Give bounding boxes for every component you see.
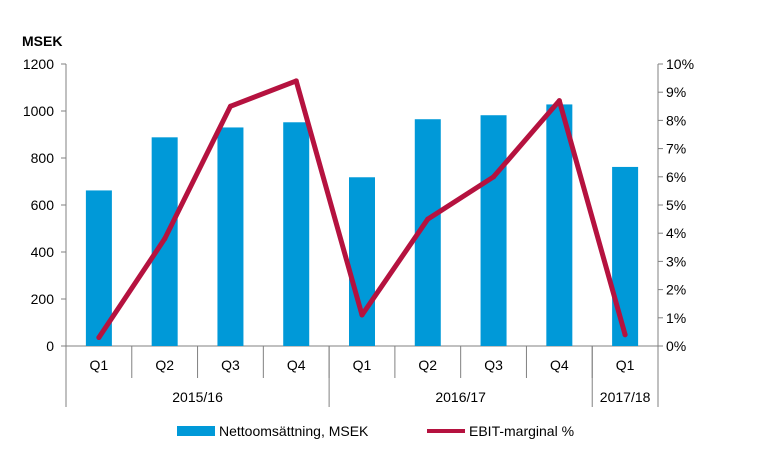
ebit-margin-point: [227, 103, 233, 109]
category-label: Q4: [550, 357, 569, 373]
left-tick-label: 0: [46, 338, 54, 354]
right-tick-label: 3%: [666, 253, 686, 269]
category-label: Q1: [90, 357, 109, 373]
ebit-margin-point: [425, 216, 431, 222]
right-tick-label: 2%: [666, 282, 686, 298]
right-tick-label: 5%: [666, 197, 686, 213]
left-tick-label: 1000: [23, 103, 54, 119]
revenue-bar: [480, 115, 507, 346]
ebit-margin-point: [359, 312, 365, 318]
line-series: [96, 78, 628, 341]
revenue-bar: [546, 104, 573, 346]
legend: Nettoomsättning, MSEK EBIT-marginal %: [177, 423, 574, 439]
right-tick-label: 4%: [666, 225, 686, 241]
left-axis-unit-label: MSEK: [22, 33, 62, 49]
x-category-labels: Q1 Q2 Q3 Q4 Q1 Q2 Q3 Q4 Q1 2015/16 2016/17 2017/18: [65, 346, 659, 407]
left-tick-label: 400: [31, 244, 55, 260]
ebit-margin-point: [491, 174, 497, 180]
left-tick-label: 200: [31, 291, 55, 307]
right-tick-label: 10%: [666, 56, 694, 72]
revenue-bar: [612, 166, 639, 346]
revenue-bar: [349, 177, 375, 346]
ebit-margin-point: [96, 335, 102, 341]
left-tick-label: 1200: [23, 56, 54, 72]
category-label: Q1: [616, 357, 635, 373]
category-label: Q4: [287, 357, 306, 373]
bar-series: [85, 104, 639, 346]
ebit-margin-point: [293, 78, 299, 84]
right-tick-label: 9%: [666, 84, 686, 100]
category-label: Q2: [155, 357, 174, 373]
category-label: Q3: [484, 357, 503, 373]
period-label: 2017/18: [600, 389, 651, 405]
legend-swatch-bars: [177, 426, 215, 436]
category-label: Q1: [353, 357, 372, 373]
left-tick-label: 800: [31, 150, 55, 166]
right-tick-label: 6%: [666, 169, 686, 185]
category-label: Q2: [418, 357, 437, 373]
ebit-margin-point: [556, 98, 562, 104]
period-label: 2016/17: [435, 389, 486, 405]
right-tick-label: 7%: [666, 141, 686, 157]
right-tick-label: 8%: [666, 112, 686, 128]
right-tick-label: 0%: [666, 338, 686, 354]
revenue-bar: [283, 122, 310, 346]
category-label: Q3: [221, 357, 240, 373]
legend-label-bars: Nettoomsättning, MSEK: [219, 423, 369, 439]
right-tick-label: 1%: [666, 310, 686, 326]
revenue-bar: [217, 127, 244, 346]
ebit-margin-point: [162, 236, 168, 242]
legend-label-line: EBIT-marginal %: [469, 423, 574, 439]
axes: 0 200 400 600 800 1000 1200 0% 1% 2% 3% 4% 5% 6% 7% 8% 9…: [23, 56, 694, 354]
period-label: 2015/16: [172, 389, 223, 405]
ebit-margin-point: [622, 332, 628, 338]
left-tick-label: 600: [31, 197, 55, 213]
